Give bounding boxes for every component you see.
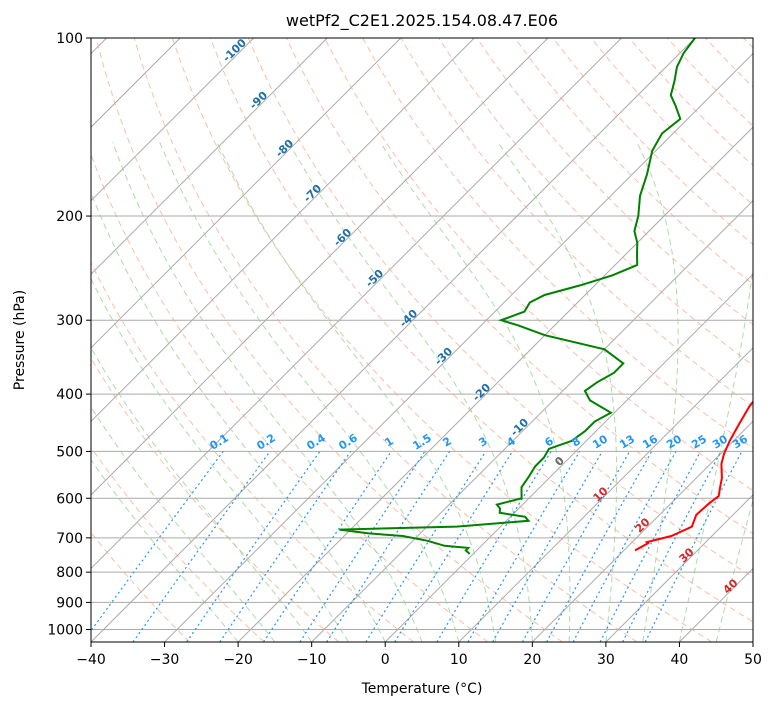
mixing-ratio-line xyxy=(467,451,581,642)
chart-title: wetPf2_C2E1.2025.154.08.47.E06 xyxy=(286,11,558,31)
y-tick-label: 100 xyxy=(56,31,83,47)
moist-adiabat-line xyxy=(678,264,753,642)
dry-adiabat-line xyxy=(133,38,638,642)
isotherm-line xyxy=(91,38,622,570)
isotherm-line xyxy=(237,126,753,642)
mixing-ratio-line xyxy=(326,451,451,642)
moist-adiabat-line xyxy=(91,406,276,642)
dry-adiabat-line xyxy=(324,38,753,492)
moist-adiabat-line xyxy=(159,142,460,642)
x-tick-label: −30 xyxy=(150,652,180,668)
isotherm-line xyxy=(91,38,328,275)
isotherm-line xyxy=(384,273,753,642)
isotherm-line xyxy=(164,52,753,642)
mixing-ratio-line xyxy=(299,451,426,642)
mixing-ratio-line xyxy=(132,451,271,642)
mixing-ratio-line xyxy=(91,451,224,632)
moist-adiabat-line xyxy=(288,141,533,642)
y-tick-label: 900 xyxy=(56,595,83,611)
isotherm-line xyxy=(531,420,753,642)
isotherm-line xyxy=(458,347,753,642)
isotherm-line xyxy=(91,38,549,496)
y-tick-label: 300 xyxy=(56,313,83,329)
x-tick-label: 40 xyxy=(671,652,689,668)
isotherm-line xyxy=(91,38,402,349)
temperature-profile-line xyxy=(634,400,753,552)
mixing-ratio-line xyxy=(365,451,487,642)
isotherm-line xyxy=(605,494,753,642)
moist-adiabat-line xyxy=(112,142,423,642)
dry-adiabat-line xyxy=(247,38,753,578)
dry-adiabat-line xyxy=(91,261,414,642)
isotherm-line xyxy=(91,38,475,423)
mixing-ratio-line xyxy=(436,451,552,642)
moist-adiabat-line xyxy=(91,277,349,642)
mixing-ratio-line xyxy=(546,451,653,642)
mixing-ratio-line xyxy=(599,451,702,642)
mixing-ratio-line xyxy=(394,451,513,642)
x-tick-label: −40 xyxy=(76,652,106,668)
y-tick-label: 700 xyxy=(56,531,83,547)
moist-adiabat-line xyxy=(91,346,313,642)
dewpoint-profile-line xyxy=(339,38,696,555)
mixing-ratio-line xyxy=(572,451,677,642)
dry-adiabat-line xyxy=(91,446,265,642)
x-tick-label: −10 xyxy=(297,652,327,668)
moist-adiabat-line xyxy=(636,141,679,642)
plot-frame xyxy=(90,37,754,643)
moist-adiabat-line xyxy=(497,141,618,642)
y-tick-label: 500 xyxy=(56,444,83,460)
x-tick-label: 30 xyxy=(597,652,615,668)
y-tick-label: 800 xyxy=(56,565,83,581)
mixing-ratio-line xyxy=(521,451,631,642)
y-axis-title: Pressure (hPa) xyxy=(12,290,28,390)
axis-layer: −40 −30 −20 −10 0 10 20 30 40 50 100 200 300 400 500 60… xyxy=(47,31,762,668)
isotherm-line xyxy=(91,38,255,202)
x-tick-label: −20 xyxy=(223,652,253,668)
dry-adiabat-line xyxy=(514,38,753,285)
moist-adiabat-line xyxy=(216,141,497,642)
x-axis-title: Temperature (°C) xyxy=(361,681,483,697)
mixing-ratio-line xyxy=(622,451,722,642)
plot-area xyxy=(91,38,753,642)
x-tick-label: 10 xyxy=(450,652,468,668)
moist-adiabat-line xyxy=(715,498,753,642)
mixing-ratio-line xyxy=(644,451,743,642)
dry-adiabat-line xyxy=(209,38,753,623)
y-tick-label: 600 xyxy=(56,491,83,507)
y-tick-label: 400 xyxy=(56,387,83,403)
y-tick-label: 200 xyxy=(56,209,83,225)
moist-adiabat-line xyxy=(91,458,239,642)
x-tick-label: 50 xyxy=(744,652,762,668)
moist-adiabat-line xyxy=(91,191,386,642)
dry-adiabat-line xyxy=(286,38,753,535)
x-tick-label: 20 xyxy=(523,652,541,668)
x-tick-label: 0 xyxy=(381,652,390,668)
y-tick-label: 1000 xyxy=(47,622,83,638)
mixing-ratio-line xyxy=(492,451,603,642)
dry-adiabat-line xyxy=(95,38,563,642)
